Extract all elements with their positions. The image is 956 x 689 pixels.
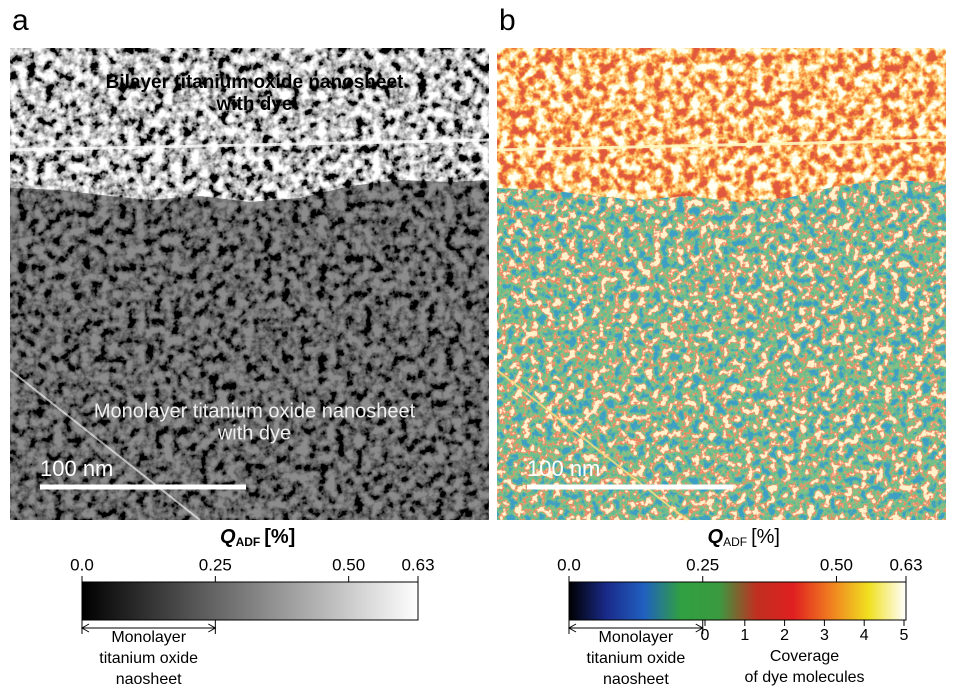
bracket-label: naosheet (603, 671, 669, 688)
scale-bar-label: 100 nm (40, 456, 113, 481)
figure: aBilayer titanium oxide nanosheetwith dy… (0, 0, 956, 689)
tick-label: 0.0 (557, 555, 581, 574)
coverage-tick-label: 5 (900, 627, 909, 644)
title-subscript: ADF (723, 535, 747, 549)
title-subscript: ADF (236, 535, 261, 549)
tick-label: 0.25 (199, 555, 232, 574)
annotation: Bilayer titanium oxide nanosheet (106, 72, 404, 93)
title-symbol: Q (220, 526, 236, 548)
title-symbol: Q (708, 526, 724, 548)
bracket-label: titanium oxide (99, 650, 198, 667)
coverage-tick-label: 2 (780, 627, 789, 644)
coverage-label: Coverage (770, 648, 839, 665)
panel-label: a (12, 4, 29, 37)
bracket-label: Monolayer (111, 629, 186, 646)
tick-label: 0.50 (332, 555, 365, 574)
coverage-tick-label: 0 (701, 627, 710, 644)
bracket-label: Monolayer (599, 629, 674, 646)
tick-label: 0.50 (820, 555, 853, 574)
annotation: with dye (217, 422, 291, 444)
coverage-tick-label: 4 (860, 627, 869, 644)
tick-label: 0.25 (686, 555, 719, 574)
panel-label: b (499, 4, 516, 37)
bracket-label: naosheet (116, 671, 182, 688)
tick-label: 0.0 (70, 555, 94, 574)
title-unit: [%] (264, 526, 295, 548)
scale-bar-label: 100 nm (527, 456, 600, 481)
tick-label: 0.63 (401, 555, 434, 574)
colorbar (82, 582, 418, 620)
image-a (10, 48, 489, 520)
annotation: with dye (215, 94, 292, 115)
image-b (497, 48, 946, 520)
colorbar-title: QADF [%] (708, 526, 780, 549)
annotation: Monolayer titanium oxide nanosheet (94, 400, 416, 422)
coverage-tick-label: 3 (820, 627, 829, 644)
title-unit: [%] (751, 526, 780, 548)
colorbar (569, 582, 906, 620)
tick-label: 0.63 (889, 555, 922, 574)
colorbar-title: QADF[%] (220, 526, 295, 549)
coverage-tick-label: 1 (740, 627, 749, 644)
coverage-label: of dye molecules (744, 669, 864, 686)
bracket-label: titanium oxide (587, 650, 686, 667)
